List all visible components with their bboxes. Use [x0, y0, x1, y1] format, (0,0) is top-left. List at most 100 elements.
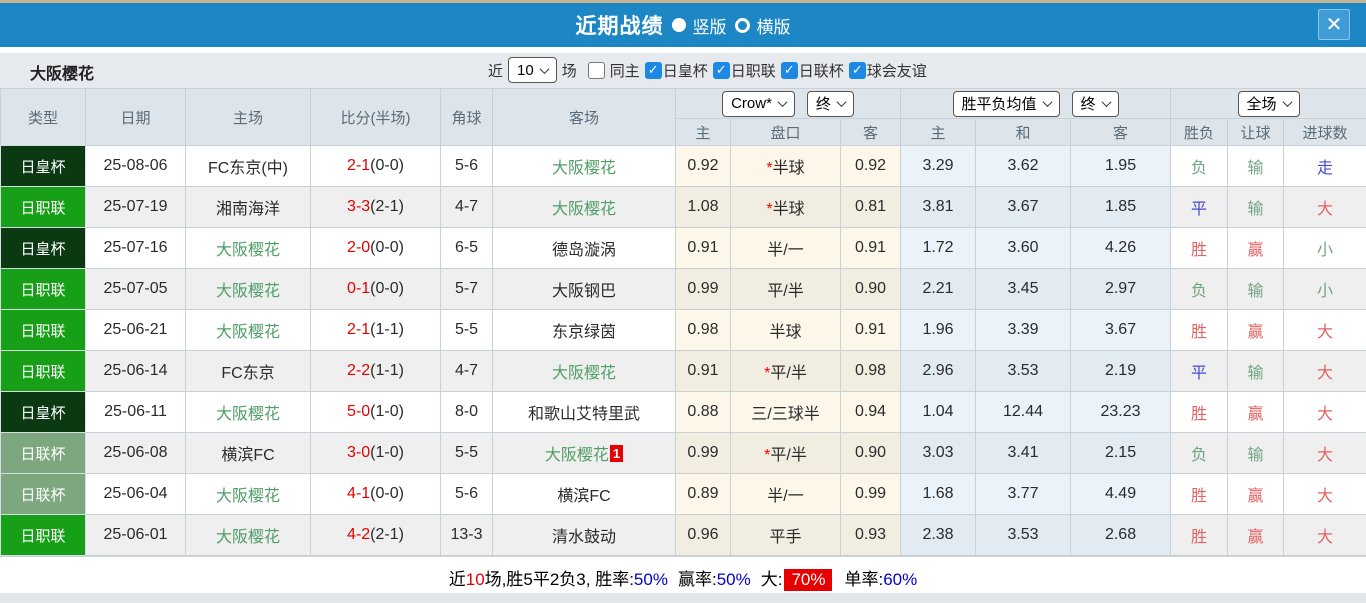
handicap-line-cell: 平手	[731, 515, 841, 556]
handicap-company-select[interactable]: Crow*	[722, 91, 795, 117]
checkbox-checked-icon[interactable]: ✓	[781, 62, 798, 79]
handicap-away-odds-cell: 0.99	[841, 474, 901, 515]
result-group-header: 全场	[1171, 89, 1366, 119]
league-filter-league[interactable]: ✓ 日职联	[713, 60, 776, 81]
handicap-line-cell: *平/半	[731, 433, 841, 474]
radio-horizontal-label: 横版	[757, 13, 791, 38]
wdl-away-odds-cell: 2.97	[1071, 269, 1171, 310]
wdl-away-odds-cell: 3.67	[1071, 310, 1171, 351]
col-header-away: 客场	[493, 89, 676, 146]
checkbox-checked-icon[interactable]: ✓	[849, 62, 866, 79]
handicap-home-odds-cell: 0.99	[676, 433, 731, 474]
match-type-cell: 日联杯	[1, 474, 86, 515]
handicap-line-cell: 半/一	[731, 474, 841, 515]
corner-cell: 5-6	[441, 474, 493, 515]
league-filter-lcup[interactable]: ✓ 日联杯	[781, 60, 844, 81]
handicap-result-cell: 输	[1228, 146, 1284, 187]
wdl-draw-odds-cell: 3.39	[976, 310, 1071, 351]
handicap-home-odds-cell: 0.99	[676, 269, 731, 310]
match-type-cell: 日职联	[1, 515, 86, 556]
handicap-away-odds-cell: 0.94	[841, 392, 901, 433]
chevron-down-icon	[539, 64, 549, 74]
match-type-cell: 日联杯	[1, 433, 86, 474]
home-team-cell: FC东京	[186, 351, 311, 392]
handicap-home-odds-cell: 0.91	[676, 228, 731, 269]
winloss-result-cell: 负	[1171, 146, 1228, 187]
home-team-cell: 大阪樱花	[186, 269, 311, 310]
col-header-score: 比分(半场)	[311, 89, 441, 146]
goals-result-cell: 大	[1284, 351, 1366, 392]
corner-cell: 5-7	[441, 269, 493, 310]
home-team-cell: 大阪樱花	[186, 474, 311, 515]
handicap-home-odds-cell: 0.91	[676, 351, 731, 392]
layout-radio-vertical[interactable]: 竖版	[672, 13, 727, 38]
handicap-time-select[interactable]: 终	[807, 91, 854, 117]
corner-cell: 8-0	[441, 392, 493, 433]
scope-select[interactable]: 全场	[1238, 91, 1300, 117]
chevron-down-icon	[1282, 97, 1292, 107]
checkbox-checked-icon[interactable]: ✓	[713, 62, 730, 79]
score-cell: 4-2(2-1)	[311, 515, 441, 556]
match-type-cell: 日职联	[1, 187, 86, 228]
away-team-cell: 东京绿茵	[493, 310, 676, 351]
filter-controls: 近 10 场 同主 ✓ 日皇杯 ✓ 日职联 ✓ 日联杯 ✓ 球会友谊	[488, 57, 927, 83]
wdl-away-odds-cell: 1.95	[1071, 146, 1171, 187]
winloss-result-cell: 平	[1171, 187, 1228, 228]
away-team-cell: 大阪樱花	[493, 187, 676, 228]
filter-bar: 大阪樱花 近 10 场 同主 ✓ 日皇杯 ✓ 日职联 ✓ 日联杯 ✓ 球会友谊	[0, 53, 1366, 88]
league-filter-friendly[interactable]: ✓ 球会友谊	[849, 60, 927, 81]
score-cell: 5-0(1-0)	[311, 392, 441, 433]
away-team-cell: 德岛漩涡	[493, 228, 676, 269]
goals-result-cell: 走	[1284, 146, 1366, 187]
col-header-home: 主场	[186, 89, 311, 146]
handicap-rate-value: 50%	[717, 570, 751, 590]
league-filter-cup[interactable]: ✓ 日皇杯	[645, 60, 708, 81]
goals-result-cell: 大	[1284, 187, 1366, 228]
score-cell: 2-1(1-1)	[311, 310, 441, 351]
close-icon[interactable]: ✕	[1318, 9, 1350, 40]
score-cell: 2-0(0-0)	[311, 228, 441, 269]
summary-count: 10	[466, 570, 485, 590]
wdl-draw-odds-cell: 3.45	[976, 269, 1071, 310]
handicap-result-cell: 赢	[1228, 310, 1284, 351]
corner-cell: 4-7	[441, 351, 493, 392]
corner-cell: 13-3	[441, 515, 493, 556]
goals-result-cell: 大	[1284, 433, 1366, 474]
winloss-result-cell: 负	[1171, 433, 1228, 474]
near-label: 近	[488, 60, 503, 81]
handicap-line-cell: *半球	[731, 146, 841, 187]
league-label: 日职联	[731, 60, 776, 81]
match-date-cell: 25-07-05	[86, 269, 186, 310]
summary-text: 单率:	[844, 565, 883, 590]
summary-text: 近	[449, 565, 466, 590]
wdl-time-select[interactable]: 终	[1072, 91, 1119, 117]
goals-result-cell: 小	[1284, 269, 1366, 310]
match-date-cell: 25-06-04	[86, 474, 186, 515]
match-date-cell: 25-06-01	[86, 515, 186, 556]
match-type-cell: 日皇杯	[1, 146, 86, 187]
layout-radio-horizontal[interactable]: 横版	[735, 13, 791, 38]
radio-unselected-icon[interactable]	[735, 18, 750, 33]
match-date-cell: 25-06-11	[86, 392, 186, 433]
results-body: 日皇杯 25-08-06 FC东京(中) 2-1(0-0) 5-6 大阪樱花 0…	[1, 146, 1366, 556]
match-count-select[interactable]: 10	[508, 57, 557, 83]
checkbox-checked-icon[interactable]: ✓	[645, 62, 662, 79]
team-name: 大阪樱花	[30, 60, 94, 84]
match-date-cell: 25-06-08	[86, 433, 186, 474]
winloss-result-cell: 平	[1171, 351, 1228, 392]
winloss-result-cell: 胜	[1171, 228, 1228, 269]
same-home-checkbox[interactable]	[588, 62, 605, 79]
handicap-home-odds-cell: 0.96	[676, 515, 731, 556]
away-team-cell: 大阪樱花	[493, 351, 676, 392]
wdl-company-select[interactable]: 胜平负均值	[953, 91, 1060, 117]
radio-selected-icon[interactable]	[672, 18, 686, 32]
match-date-cell: 25-06-14	[86, 351, 186, 392]
score-cell: 2-2(1-1)	[311, 351, 441, 392]
league-label: 日联杯	[799, 60, 844, 81]
col-header-date: 日期	[86, 89, 186, 146]
wdl-group-header: 胜平负均值 终	[901, 89, 1171, 119]
wdl-draw-odds-cell: 3.77	[976, 474, 1071, 515]
radio-vertical-label: 竖版	[693, 13, 727, 38]
handicap-result-cell: 赢	[1228, 392, 1284, 433]
goals-result-cell: 大	[1284, 474, 1366, 515]
